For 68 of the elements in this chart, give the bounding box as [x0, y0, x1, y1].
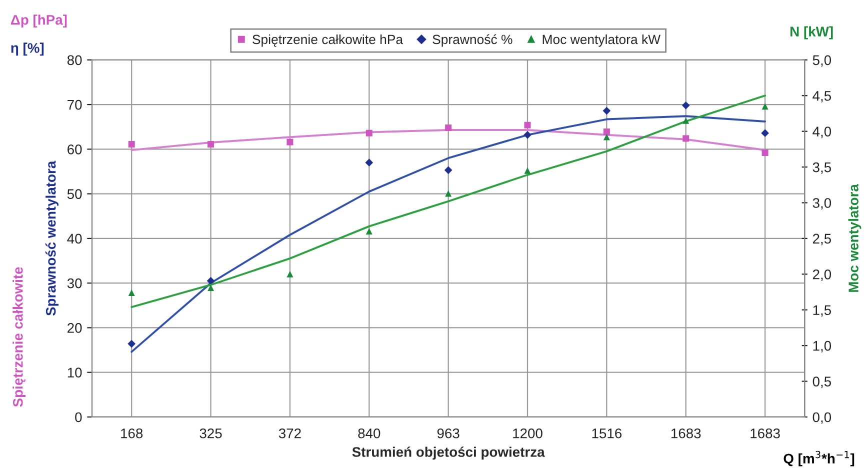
- text: η [%]: [11, 42, 44, 56]
- x-tick-label: 372: [278, 428, 301, 438]
- point: [366, 228, 372, 235]
- point: [128, 340, 136, 348]
- y2-tick-label: 5,0: [812, 55, 832, 67]
- legend-label: Moc wentylatora kW: [542, 34, 660, 47]
- x-tick-label: 325: [200, 428, 222, 438]
- y2-tick-label: 2,0: [812, 269, 832, 281]
- line-series: [130, 115, 766, 353]
- line-series: [130, 94, 766, 308]
- point: [206, 276, 215, 285]
- x-tick-label: 1683: [750, 428, 780, 438]
- y-tick-label: 70: [68, 100, 82, 110]
- point: [208, 141, 214, 148]
- y-tick-label: 20: [68, 323, 82, 333]
- point: [682, 102, 690, 110]
- point: [365, 158, 374, 166]
- text: N [kW]: [790, 26, 833, 40]
- y2-tick-label: 3,0: [812, 198, 832, 210]
- point: [444, 166, 452, 174]
- y2-tick-label: 1,0: [813, 340, 832, 352]
- point: [524, 167, 531, 174]
- y-tick-label: 10: [68, 368, 82, 378]
- y-tick-label: 30: [67, 278, 82, 288]
- point: [445, 124, 452, 132]
- y-axis-title: Sprawność wentylatora: [45, 160, 59, 316]
- text: Q [m$^{3}$*h$^{−1}$]: [784, 450, 854, 466]
- x-axis-title: Strumień objetości powietrza: [352, 446, 545, 460]
- x-tick-label: 1516: [592, 428, 622, 438]
- point: [762, 149, 768, 156]
- x-tick-label: 963: [437, 428, 460, 438]
- y-tick-label: 0: [75, 412, 82, 422]
- point: [603, 128, 610, 136]
- y-tick-label: 80: [67, 55, 82, 66]
- point: [128, 289, 135, 296]
- point: [366, 130, 372, 136]
- point: [682, 117, 690, 124]
- point: [602, 106, 611, 115]
- y2-tick-label: 2,5: [812, 234, 831, 246]
- point: [682, 135, 690, 142]
- x-tick-label: 168: [121, 428, 143, 438]
- y2-tick-label: 3,5: [812, 162, 831, 174]
- x-tick-label: 1683: [671, 428, 701, 438]
- x-tick-label: 840: [358, 428, 380, 438]
- y-tick-label: 50: [67, 189, 82, 199]
- legend-label: Sprawność %: [432, 34, 512, 47]
- y2-axis-title: Moc wentylatora: [848, 184, 862, 292]
- point: [286, 270, 294, 278]
- text: Spiętrzenie całkowite: [12, 267, 26, 407]
- x-tick-label: 1200: [513, 428, 542, 438]
- point: [524, 130, 532, 139]
- point: [603, 134, 610, 140]
- text: Δp [hPa]: [10, 14, 67, 28]
- point: [286, 138, 294, 146]
- y2-tick-label: 0,0: [812, 412, 832, 424]
- point: [524, 122, 531, 128]
- y2-tick-label: 4,0: [812, 126, 832, 138]
- legend-label: Spiętrzenie całkowite hPa: [252, 34, 404, 47]
- y2-tick-label: 4,5: [812, 91, 831, 102]
- y2-tick-label: 1,5: [813, 305, 831, 317]
- y-tick-label: 60: [68, 144, 82, 154]
- point: [762, 103, 768, 110]
- point: [128, 141, 135, 148]
- y2-tick-label: 0,5: [812, 376, 831, 388]
- point: [761, 129, 769, 138]
- point: [208, 284, 214, 291]
- point: [445, 190, 452, 197]
- y-tick-label: 40: [67, 234, 82, 244]
